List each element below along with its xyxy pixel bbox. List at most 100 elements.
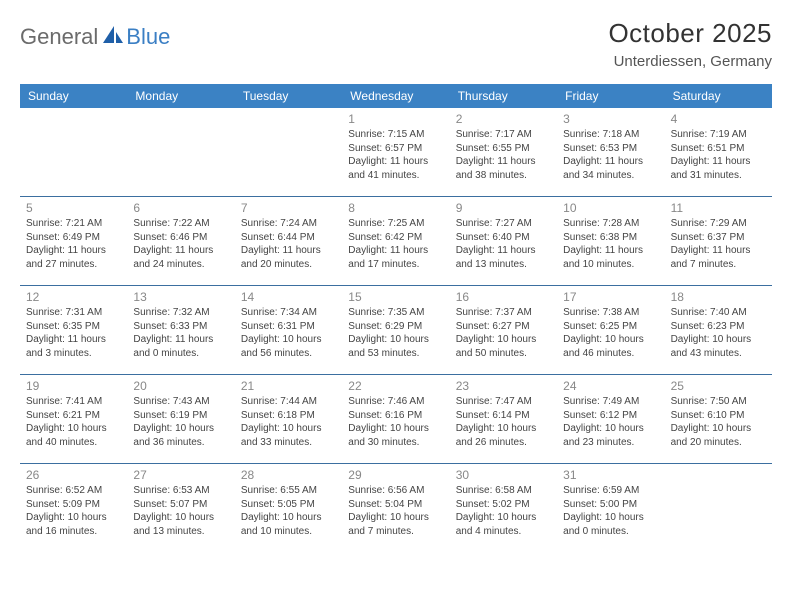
day-info-line: Sunset: 6:37 PM — [671, 231, 768, 245]
day-info-line: Sunrise: 7:50 AM — [671, 395, 768, 409]
day-info-line: Daylight: 11 hours — [348, 244, 445, 258]
day-number: 11 — [671, 201, 768, 215]
day-info-line: and 20 minutes. — [671, 436, 768, 450]
location-subtitle: Unterdiessen, Germany — [608, 53, 772, 70]
day-info-line: Sunrise: 7:29 AM — [671, 217, 768, 231]
day-info-line: and 0 minutes. — [133, 347, 230, 361]
day-number: 6 — [133, 201, 230, 215]
day-info-line: and 53 minutes. — [348, 347, 445, 361]
day-cell — [127, 108, 234, 196]
day-info-line: Daylight: 10 hours — [348, 511, 445, 525]
day-number: 14 — [241, 290, 338, 304]
logo-part2: Blue — [126, 24, 170, 50]
day-info-line: Sunrise: 7:44 AM — [241, 395, 338, 409]
day-info-line: Sunset: 6:18 PM — [241, 409, 338, 423]
day-info-line: Sunset: 6:14 PM — [456, 409, 553, 423]
day-cell: 7Sunrise: 7:24 AMSunset: 6:44 PMDaylight… — [235, 197, 342, 285]
day-number: 19 — [26, 379, 123, 393]
day-cell — [235, 108, 342, 196]
day-info-line: Daylight: 10 hours — [563, 333, 660, 347]
day-info-line: and 10 minutes. — [563, 258, 660, 272]
day-number: 9 — [456, 201, 553, 215]
day-cell: 4Sunrise: 7:19 AMSunset: 6:51 PMDaylight… — [665, 108, 772, 196]
day-number: 2 — [456, 112, 553, 126]
day-info-line: Sunset: 5:04 PM — [348, 498, 445, 512]
day-info-line: Sunrise: 7:15 AM — [348, 128, 445, 142]
day-info-line: and 10 minutes. — [241, 525, 338, 539]
day-info-line: Sunset: 6:53 PM — [563, 142, 660, 156]
day-info-line: and 27 minutes. — [26, 258, 123, 272]
day-info-line: Sunrise: 6:55 AM — [241, 484, 338, 498]
day-cell: 20Sunrise: 7:43 AMSunset: 6:19 PMDayligh… — [127, 375, 234, 463]
day-cell: 5Sunrise: 7:21 AMSunset: 6:49 PMDaylight… — [20, 197, 127, 285]
day-info-line: Sunrise: 7:34 AM — [241, 306, 338, 320]
day-info-line: Sunset: 6:55 PM — [456, 142, 553, 156]
day-info-line: Daylight: 10 hours — [563, 422, 660, 436]
day-info-line: Sunrise: 7:49 AM — [563, 395, 660, 409]
day-info-line: Sunrise: 6:53 AM — [133, 484, 230, 498]
day-number: 28 — [241, 468, 338, 482]
day-cell: 8Sunrise: 7:25 AMSunset: 6:42 PMDaylight… — [342, 197, 449, 285]
day-cell: 6Sunrise: 7:22 AMSunset: 6:46 PMDaylight… — [127, 197, 234, 285]
day-cell: 29Sunrise: 6:56 AMSunset: 5:04 PMDayligh… — [342, 464, 449, 546]
day-number: 10 — [563, 201, 660, 215]
day-info-line: Sunset: 6:27 PM — [456, 320, 553, 334]
day-info-line: Sunset: 6:42 PM — [348, 231, 445, 245]
day-cell: 13Sunrise: 7:32 AMSunset: 6:33 PMDayligh… — [127, 286, 234, 374]
day-info-line: Sunset: 6:46 PM — [133, 231, 230, 245]
day-number: 12 — [26, 290, 123, 304]
day-cell: 10Sunrise: 7:28 AMSunset: 6:38 PMDayligh… — [557, 197, 664, 285]
day-info-line: Sunset: 6:25 PM — [563, 320, 660, 334]
day-cell: 30Sunrise: 6:58 AMSunset: 5:02 PMDayligh… — [450, 464, 557, 546]
day-info-line: Daylight: 10 hours — [26, 511, 123, 525]
day-number: 1 — [348, 112, 445, 126]
day-number: 25 — [671, 379, 768, 393]
day-info-line: Sunset: 6:16 PM — [348, 409, 445, 423]
dayname-row: Sunday Monday Tuesday Wednesday Thursday… — [20, 84, 772, 108]
day-cell — [20, 108, 127, 196]
day-info-line: and 38 minutes. — [456, 169, 553, 183]
day-info-line: Sunrise: 6:56 AM — [348, 484, 445, 498]
dayname: Monday — [127, 84, 234, 108]
day-number: 22 — [348, 379, 445, 393]
day-number: 26 — [26, 468, 123, 482]
day-info-line: and 50 minutes. — [456, 347, 553, 361]
day-info-line: Sunset: 5:02 PM — [456, 498, 553, 512]
day-number: 17 — [563, 290, 660, 304]
day-cell: 1Sunrise: 7:15 AMSunset: 6:57 PMDaylight… — [342, 108, 449, 196]
day-cell: 24Sunrise: 7:49 AMSunset: 6:12 PMDayligh… — [557, 375, 664, 463]
title-block: October 2025 Unterdiessen, Germany — [608, 18, 772, 70]
day-cell: 19Sunrise: 7:41 AMSunset: 6:21 PMDayligh… — [20, 375, 127, 463]
day-info-line: Daylight: 10 hours — [456, 333, 553, 347]
dayname: Thursday — [450, 84, 557, 108]
day-info-line: Daylight: 10 hours — [348, 422, 445, 436]
day-info-line: Sunset: 6:49 PM — [26, 231, 123, 245]
day-info-line: Sunrise: 7:43 AM — [133, 395, 230, 409]
day-cell: 18Sunrise: 7:40 AMSunset: 6:23 PMDayligh… — [665, 286, 772, 374]
day-info-line: Sunrise: 7:37 AM — [456, 306, 553, 320]
day-info-line: Sunset: 6:40 PM — [456, 231, 553, 245]
day-info-line: Sunset: 6:29 PM — [348, 320, 445, 334]
day-info-line: Daylight: 11 hours — [671, 155, 768, 169]
day-info-line: Daylight: 10 hours — [671, 333, 768, 347]
day-info-line: Daylight: 11 hours — [241, 244, 338, 258]
day-info-line: Daylight: 11 hours — [133, 244, 230, 258]
day-number: 3 — [563, 112, 660, 126]
day-info-line: and 7 minutes. — [348, 525, 445, 539]
day-info-line: Daylight: 10 hours — [26, 422, 123, 436]
day-info-line: Sunrise: 7:31 AM — [26, 306, 123, 320]
day-number: 18 — [671, 290, 768, 304]
day-info-line: and 16 minutes. — [26, 525, 123, 539]
day-number: 31 — [563, 468, 660, 482]
day-cell: 14Sunrise: 7:34 AMSunset: 6:31 PMDayligh… — [235, 286, 342, 374]
day-info-line: Sunrise: 7:38 AM — [563, 306, 660, 320]
day-info-line: and 4 minutes. — [456, 525, 553, 539]
day-info-line: Sunrise: 7:19 AM — [671, 128, 768, 142]
day-info-line: Sunset: 6:38 PM — [563, 231, 660, 245]
day-cell: 12Sunrise: 7:31 AMSunset: 6:35 PMDayligh… — [20, 286, 127, 374]
day-info-line: Daylight: 10 hours — [456, 422, 553, 436]
day-info-line: and 40 minutes. — [26, 436, 123, 450]
weeks-container: 1Sunrise: 7:15 AMSunset: 6:57 PMDaylight… — [20, 108, 772, 546]
day-number: 7 — [241, 201, 338, 215]
day-info-line: Daylight: 11 hours — [456, 155, 553, 169]
